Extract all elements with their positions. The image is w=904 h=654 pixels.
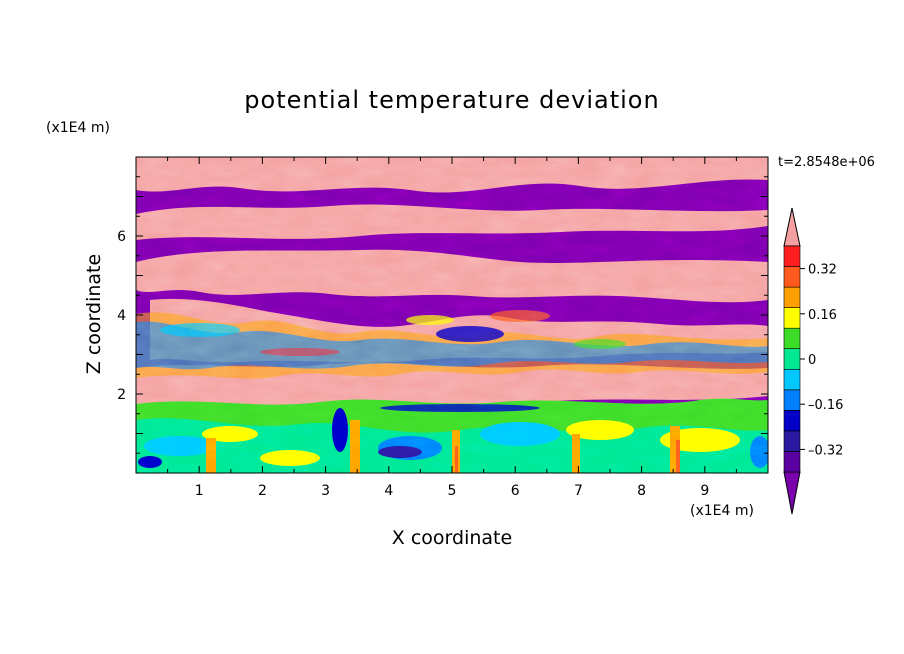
colorbar-tick-label: 0.16 bbox=[808, 308, 837, 323]
colorbar-under-triangle bbox=[783, 471, 801, 515]
colorbar-swatch bbox=[783, 245, 801, 267]
colorbar-swatch bbox=[783, 410, 801, 432]
x-tick-label: 9 bbox=[700, 483, 709, 499]
time-annotation: t=2.8548e+06 bbox=[778, 155, 875, 170]
colorbar-tick-label: 0.32 bbox=[808, 263, 837, 278]
x-tick-label: 6 bbox=[511, 483, 520, 499]
x-tick-label: 2 bbox=[258, 483, 267, 499]
colorbar-over-triangle bbox=[783, 207, 801, 247]
y-tick-label: 2 bbox=[117, 387, 126, 403]
x-axis: 1 2 3 4 5 6 7 8 9 bbox=[167, 157, 737, 499]
colorbar-tick-label: –0.32 bbox=[808, 443, 843, 458]
colorbar-swatch bbox=[783, 307, 801, 329]
y-axis-unit: (x1E4 m) bbox=[46, 120, 110, 136]
colorbar-swatch bbox=[783, 266, 801, 288]
colorbar-swatch bbox=[783, 327, 801, 350]
heatmap-field bbox=[136, 157, 768, 473]
x-axis-label: X coordinate bbox=[391, 527, 513, 549]
colorbar-tick-label: –0.16 bbox=[808, 398, 843, 413]
colorbar-tick-label: 0 bbox=[808, 353, 816, 368]
x-tick-label: 7 bbox=[574, 483, 583, 499]
x-tick-label: 5 bbox=[448, 483, 457, 499]
colorbar-swatch bbox=[783, 348, 801, 370]
y-axis-label: Z coordinate bbox=[83, 253, 105, 375]
x-tick-label: 1 bbox=[195, 483, 204, 499]
x-axis-unit: (x1E4 m) bbox=[690, 503, 754, 519]
colorbar: 0.32 0.16 0 –0.16 –0.32 bbox=[783, 207, 843, 515]
x-tick-label: 4 bbox=[384, 483, 393, 499]
y-tick-label: 4 bbox=[117, 308, 126, 324]
y-tick-label: 6 bbox=[117, 229, 126, 245]
x-tick-label: 8 bbox=[637, 483, 646, 499]
colorbar-swatch bbox=[783, 451, 801, 473]
colorbar-swatch bbox=[783, 389, 801, 411]
x-tick-label: 3 bbox=[321, 483, 330, 499]
colorbar-swatch bbox=[783, 286, 801, 308]
chart-title: potential temperature deviation bbox=[244, 86, 660, 114]
colorbar-swatch bbox=[783, 430, 801, 452]
y-axis: 2 4 6 bbox=[117, 176, 768, 454]
colorbar-swatch bbox=[783, 368, 801, 391]
